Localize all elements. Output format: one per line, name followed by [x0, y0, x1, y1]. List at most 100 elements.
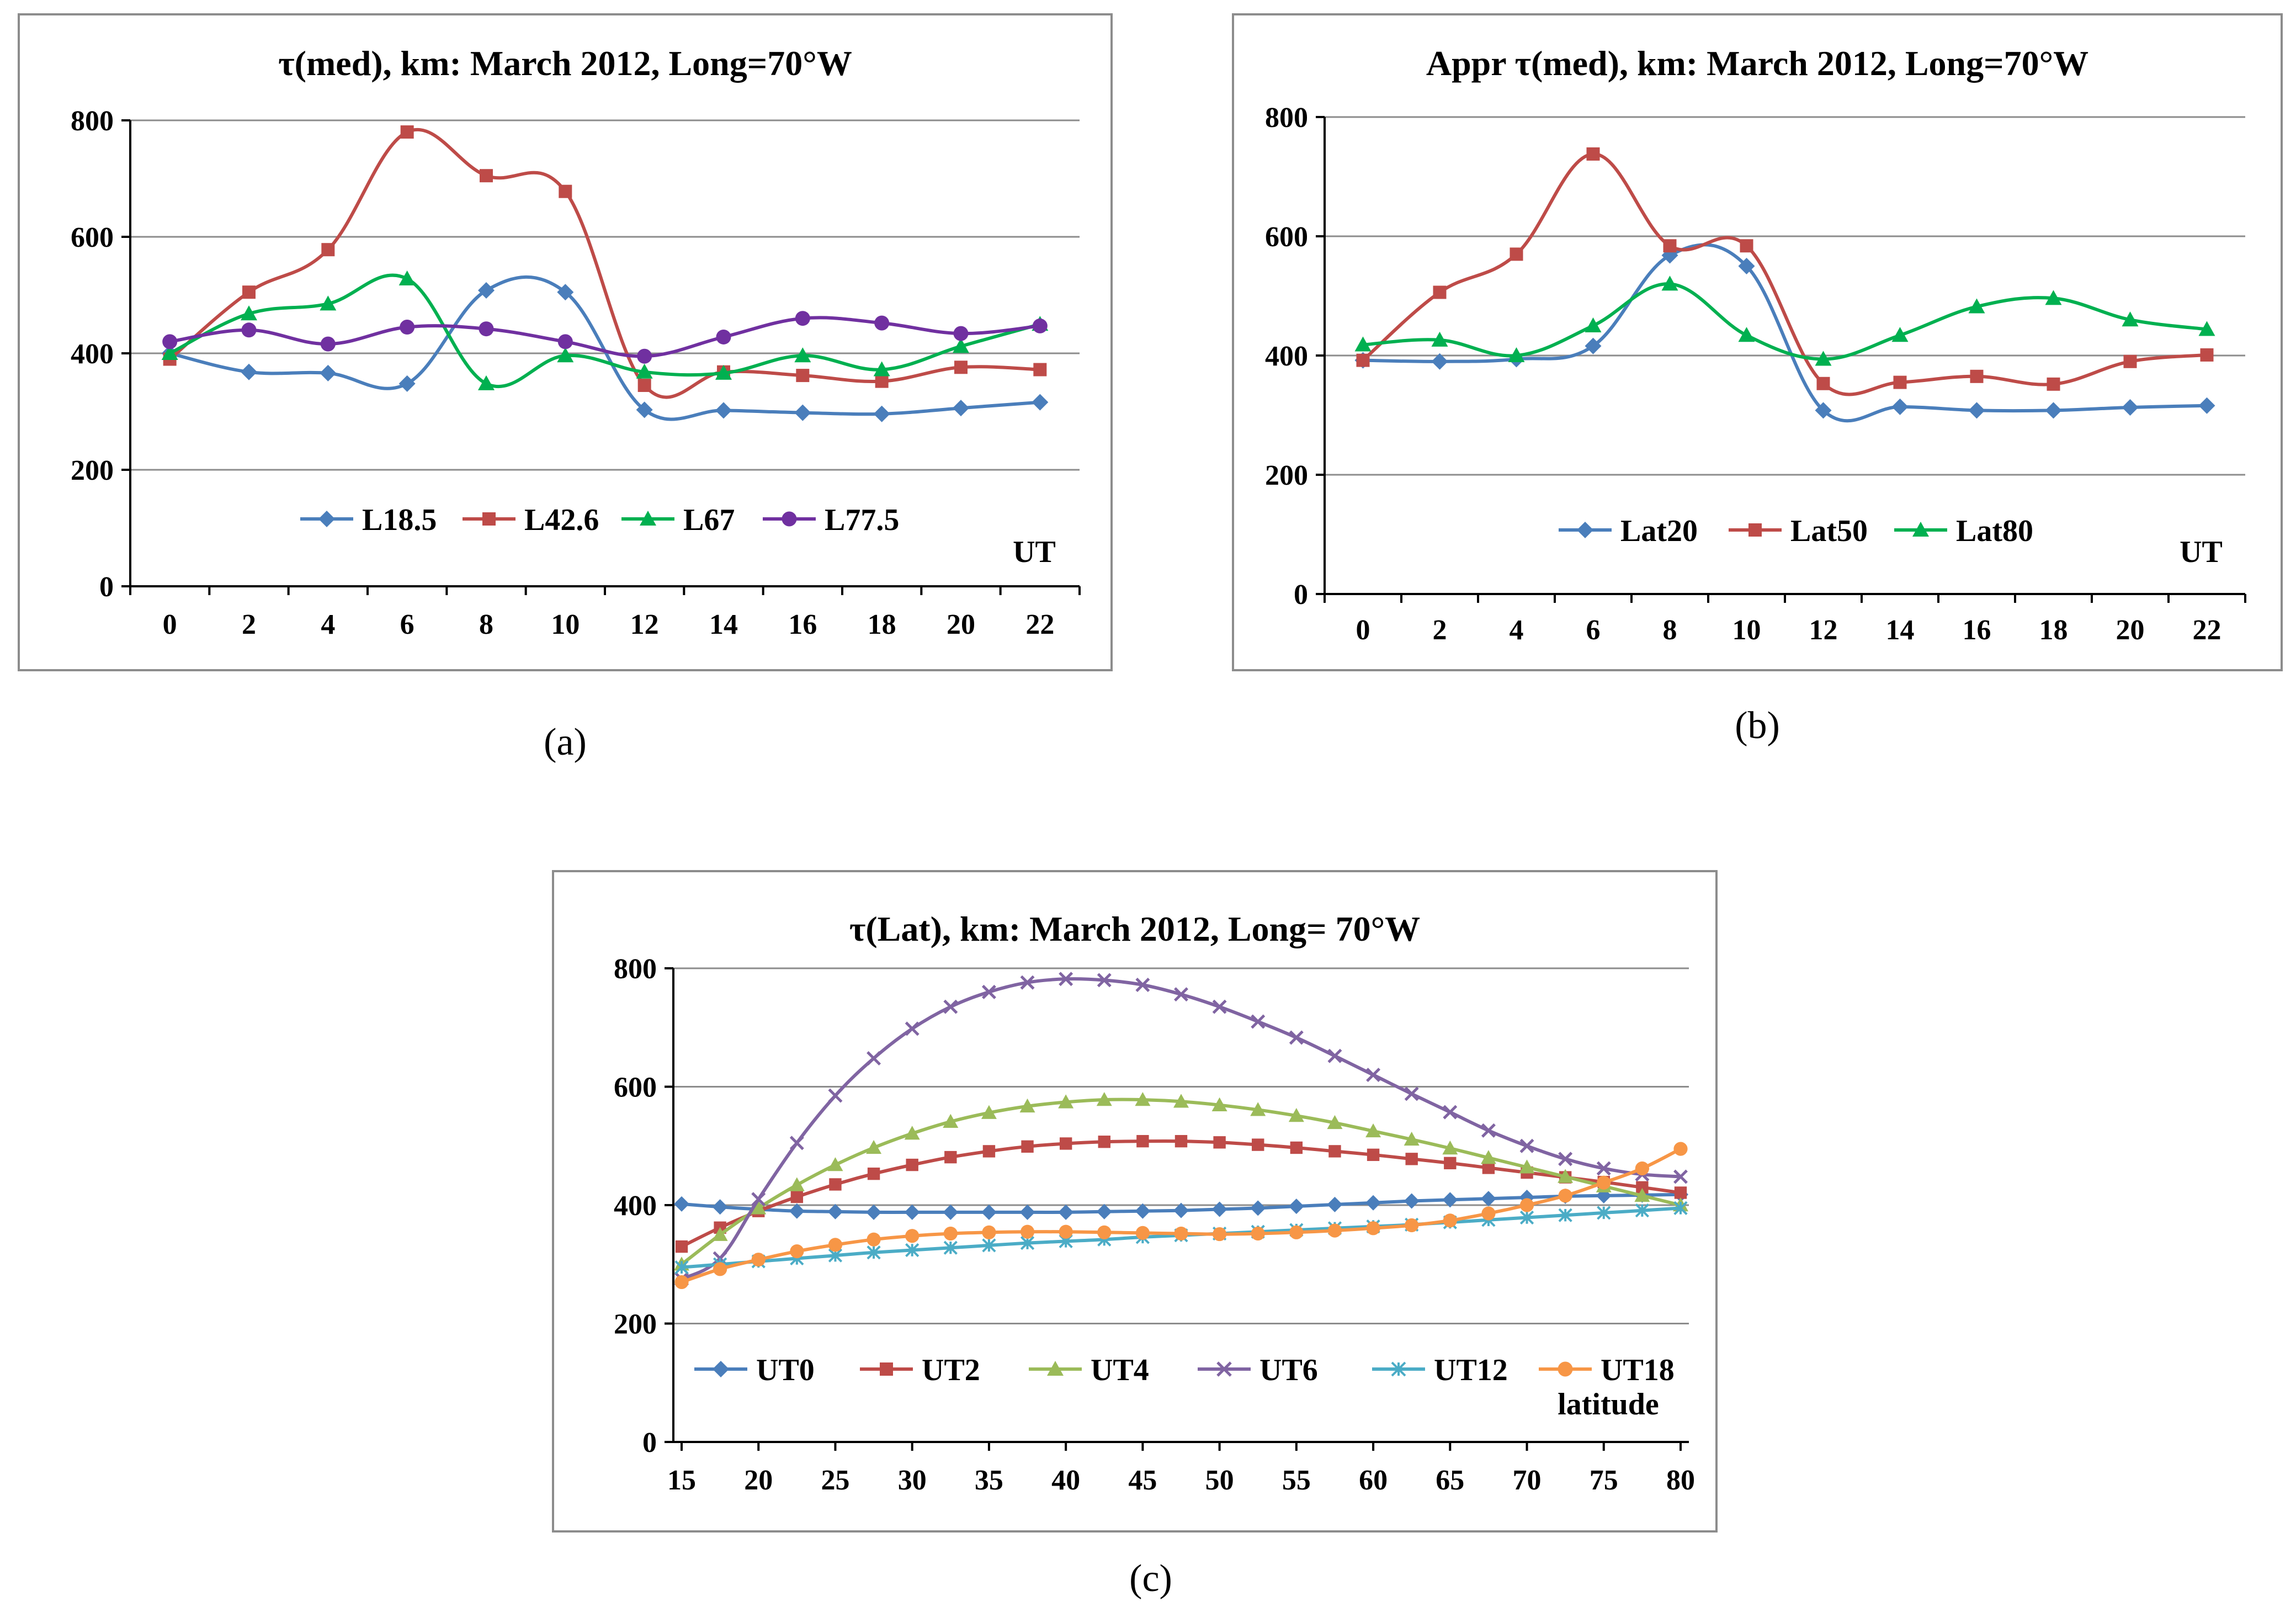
- data-point: [905, 1229, 920, 1243]
- data-point: [1815, 351, 1832, 366]
- data-point: [1354, 336, 1372, 352]
- data-point: [1213, 1227, 1227, 1242]
- data-point: [2123, 354, 2137, 368]
- data-point: [1443, 1105, 1458, 1120]
- data-point: [1442, 1192, 1458, 1208]
- data-point: [1327, 1115, 1343, 1130]
- data-point: [478, 375, 495, 390]
- data-point: [943, 1240, 958, 1255]
- data-point: [1251, 1226, 1265, 1241]
- y-tick-label: 400: [1265, 341, 1308, 372]
- data-point: [982, 1238, 996, 1253]
- data-point: [1404, 1086, 1419, 1101]
- legend-label: Lat80: [1956, 514, 2033, 548]
- data-point: [1481, 1123, 1496, 1138]
- data-point: [1136, 1134, 1149, 1148]
- data-point: [1891, 398, 1909, 415]
- chart-a-svg: τ(med), km: March 2012, Long=70°W0200400…: [71, 44, 1081, 640]
- data-point: [1816, 377, 1830, 390]
- x-axis-title: UT: [1013, 535, 1056, 569]
- data-point: [1019, 1204, 1035, 1220]
- data-point: [1585, 337, 1602, 354]
- series-L67: [161, 270, 1049, 390]
- data-point: [1058, 1204, 1074, 1220]
- data-point: [905, 1021, 920, 1036]
- x-tick-label: 35: [975, 1465, 1003, 1496]
- x-tick-label: 8: [479, 609, 493, 640]
- y-tick-label: 400: [71, 338, 114, 370]
- data-point: [1032, 394, 1049, 411]
- legend-label: L67: [683, 503, 735, 537]
- x-tick-label: 40: [1051, 1465, 1080, 1496]
- data-point: [674, 1196, 689, 1212]
- legend-item: UT0: [694, 1353, 815, 1387]
- data-point: [867, 1167, 880, 1180]
- chart-title: Appr τ(med), km: March 2012, Long=70°W: [1426, 44, 2088, 83]
- data-point: [2122, 311, 2139, 327]
- data-point: [1510, 247, 1523, 261]
- data-point: [712, 1227, 728, 1241]
- x-tick-label: 16: [788, 609, 817, 640]
- data-point: [1558, 1189, 1572, 1203]
- data-point: [943, 1226, 958, 1241]
- data-point: [241, 305, 257, 321]
- chart-title: τ(Lat), km: March 2012, Long= 70°W: [849, 909, 1420, 948]
- data-point: [1213, 1136, 1226, 1149]
- data-point: [1059, 1224, 1073, 1239]
- data-point: [1558, 1152, 1573, 1166]
- x-tick-label: 10: [551, 609, 580, 640]
- data-point: [1019, 1098, 1035, 1113]
- data-point: [320, 295, 337, 311]
- data-point: [1508, 347, 1525, 362]
- data-point: [1251, 1014, 1266, 1029]
- data-point: [715, 364, 732, 380]
- data-point: [1327, 1196, 1343, 1212]
- data-point: [1404, 1193, 1420, 1209]
- data-point: [866, 1204, 882, 1220]
- series-line: [169, 275, 1040, 421]
- data-point: [162, 334, 178, 349]
- x-tick-label: 22: [1025, 609, 1054, 640]
- data-point: [1585, 317, 1602, 332]
- data-point: [716, 329, 731, 344]
- data-point: [1059, 972, 1073, 987]
- data-point: [636, 401, 653, 418]
- x-tick-label: 0: [163, 609, 177, 640]
- legend-item: Lat20: [1559, 514, 1698, 548]
- data-point: [1431, 331, 1448, 347]
- data-point: [1356, 353, 1370, 367]
- legend-label: L42.6: [524, 503, 599, 537]
- y-tick-label: 600: [71, 222, 114, 253]
- legend-marker: [1748, 523, 1762, 537]
- x-tick-label: 4: [321, 609, 335, 640]
- data-point: [320, 336, 336, 352]
- series-line: [168, 128, 1040, 399]
- chart-panel-a: τ(med), km: March 2012, Long=70°W 0 200 400…: [18, 13, 1113, 671]
- series-L18.5: [161, 275, 1049, 422]
- data-point: [1327, 1223, 1342, 1238]
- data-point: [1480, 1191, 1496, 1207]
- data-point: [1032, 318, 1048, 333]
- x-tick-label: 25: [821, 1465, 849, 1496]
- data-point: [557, 284, 574, 301]
- data-point: [1288, 1108, 1304, 1122]
- legend-item: Lat80: [1894, 514, 2033, 548]
- data-point: [789, 1177, 805, 1191]
- data-point: [320, 364, 337, 381]
- data-point: [1250, 1200, 1266, 1216]
- legend-item: L77.5: [763, 503, 899, 537]
- data-point: [1058, 1094, 1074, 1109]
- data-point: [321, 243, 335, 257]
- data-point: [1365, 1123, 1381, 1138]
- data-point: [828, 1088, 843, 1103]
- legend-label: UT0: [756, 1353, 815, 1387]
- data-point: [796, 369, 810, 383]
- y-tick-label: 600: [614, 1072, 657, 1104]
- data-point: [1173, 1202, 1189, 1218]
- legend-item: UT2: [860, 1353, 980, 1387]
- data-point: [943, 999, 958, 1014]
- data-point: [1442, 1141, 1458, 1155]
- series-UT4: [674, 1092, 1688, 1271]
- data-point: [1596, 1161, 1611, 1176]
- data-point: [1289, 1225, 1304, 1239]
